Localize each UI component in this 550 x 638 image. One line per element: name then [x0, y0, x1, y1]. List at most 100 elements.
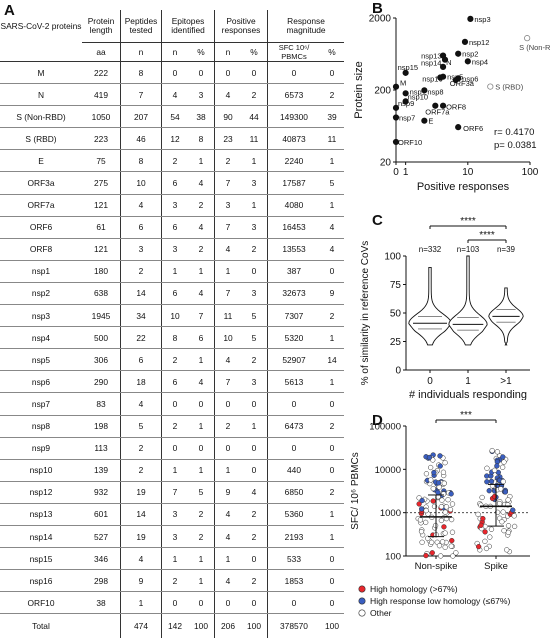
cell-pep: 14	[120, 503, 162, 526]
sig-label: ****	[479, 230, 495, 241]
cell-mag-p: 4	[320, 216, 344, 239]
data-point	[501, 527, 507, 534]
cell-epi-p: 5	[188, 481, 215, 504]
cell-pep: 4	[120, 194, 162, 217]
data-point	[428, 477, 434, 483]
cell-pep: 474	[120, 613, 162, 638]
data-point	[440, 491, 447, 497]
cell-pep: 8	[120, 149, 162, 173]
y-tick-label: 2000	[369, 14, 392, 25]
data-point	[438, 553, 444, 559]
cell-pep: 18	[120, 370, 162, 394]
protein-name: S (RBD)	[0, 127, 82, 151]
cell-len: 139	[82, 459, 121, 482]
subheader: SFC 10⁶/ PBMCs	[267, 42, 320, 62]
point-label: nsp8	[427, 87, 443, 96]
cell-mag-p: 1	[320, 149, 344, 173]
cell-mag: 0	[267, 392, 320, 416]
data-point	[419, 506, 425, 512]
point-nsp10	[402, 98, 409, 105]
cell-mag: 440	[267, 459, 320, 482]
cell-pos-n: 4	[214, 83, 241, 107]
protein-name: S (Non-RBD)	[0, 105, 82, 129]
table-row: nsp13 601 14 3 2 4 2 5360 1	[0, 503, 344, 526]
cell-epi-n: 6	[161, 370, 188, 394]
cell-pos-p: 3	[241, 370, 268, 394]
cell-epi-p: 1	[188, 459, 215, 482]
cell-epi-n: 0	[161, 591, 188, 615]
point-label: M	[400, 79, 406, 88]
stat-p: p= 0.0381	[494, 140, 537, 151]
cell-epi-n: 2	[161, 149, 188, 173]
cell-mag-p: 2	[320, 481, 344, 504]
cell-epi-p: 8	[188, 127, 215, 151]
data-point	[450, 553, 456, 559]
protein-name: ORF8	[0, 238, 82, 261]
cell-len: 113	[82, 437, 121, 460]
point-label: nsp1	[410, 87, 426, 96]
point-label: N	[446, 58, 451, 67]
data-point	[431, 469, 437, 476]
point-e	[421, 117, 428, 124]
cell-pos-p: 1	[241, 415, 268, 438]
cell-pos-n: 7	[214, 171, 241, 195]
cell-pos-n: 2	[214, 415, 241, 438]
table-row: nsp16 298 9 2 1 4 2 1853 0	[0, 569, 344, 593]
table-row: nsp9 113 2 0 0 0 0 0 0	[0, 437, 344, 460]
cell-epi-p: 1	[188, 569, 215, 593]
point-m	[392, 83, 400, 90]
point-label: nsp16	[422, 75, 442, 84]
point-nsp4	[464, 58, 471, 65]
cell-mag-p: 100	[325, 621, 339, 632]
cell-epi-n: 54	[161, 105, 188, 129]
data-point	[449, 501, 456, 507]
cell-mag: 16453	[267, 216, 320, 239]
violin-0	[408, 266, 452, 346]
table-row: nsp4 500 22 8 6 10 5 5320 1	[0, 326, 344, 350]
protein-name: N	[0, 83, 82, 107]
cell-pos-n: 90	[214, 105, 241, 129]
cell-epi-p: 38	[188, 105, 215, 129]
cell-len: 83	[82, 392, 121, 416]
cell-mag: 6850	[267, 481, 320, 504]
cell-pep: 4	[120, 547, 162, 571]
data-point	[448, 516, 455, 523]
data-point	[439, 497, 445, 503]
cell-mag: 32673	[267, 282, 320, 306]
data-point	[453, 550, 459, 556]
legend-marker	[358, 585, 366, 593]
data-point	[449, 537, 455, 544]
cell-pos-p: 3	[241, 282, 268, 306]
table-row: ORF8 121 3 3 2 4 2 13553 4	[0, 238, 344, 261]
data-point	[484, 465, 490, 471]
cell-pos-n: 7	[214, 216, 241, 239]
cell-epi-p: 0	[188, 392, 215, 416]
protein-name: ORF3a	[0, 171, 82, 195]
data-point	[423, 552, 429, 559]
point-nsp1	[402, 90, 409, 97]
cell-mag: 52907	[267, 348, 320, 372]
protein-name: ORF10	[0, 591, 82, 615]
cell-pep: 34	[120, 304, 162, 328]
data-point	[448, 491, 454, 497]
data-point	[483, 545, 490, 552]
y-tick-label: 25	[390, 337, 402, 348]
header-positive-responses: Positive responses	[214, 10, 268, 43]
cell-pos-n: 0	[214, 591, 241, 615]
cell-len: 601	[82, 503, 121, 526]
data-point	[488, 526, 495, 532]
point-orf6	[455, 124, 462, 131]
table-row: nsp10 139 2 1 1 1 0 440 0	[0, 459, 344, 482]
data-point	[438, 517, 445, 524]
point-label: ORF7a	[425, 108, 450, 117]
data-point	[429, 539, 435, 546]
table-row: nsp3 1945 34 10 7 11 5 7307 2	[0, 304, 344, 328]
cell-epi-n: 6	[161, 216, 188, 239]
cell-pos-n: 2	[214, 149, 241, 173]
legend-label: High response low homology (≤67%)	[370, 596, 511, 606]
point-nsp2	[455, 50, 462, 57]
protein-name: nsp6	[0, 370, 82, 394]
data-point	[501, 459, 507, 465]
cell-len: 306	[82, 348, 121, 372]
cell-pos-n: 23	[214, 127, 241, 151]
